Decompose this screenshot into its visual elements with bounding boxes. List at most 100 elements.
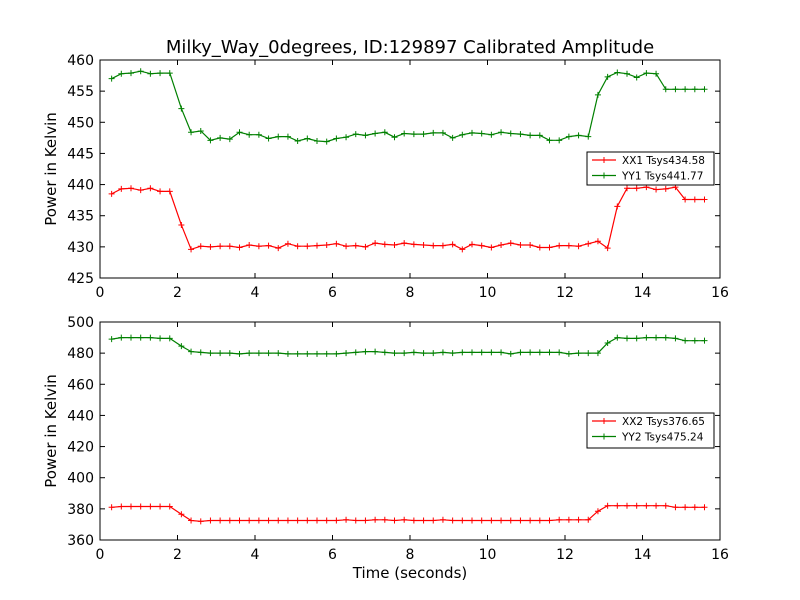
data-point-marker (166, 335, 173, 342)
data-point-marker (188, 348, 195, 355)
data-point-marker (333, 135, 340, 142)
data-point-marker (614, 69, 621, 76)
data-point-marker (265, 517, 272, 524)
data-point-marker (517, 349, 524, 356)
data-point-marker (633, 185, 640, 192)
data-point-marker (449, 517, 456, 524)
data-point-marker (178, 222, 185, 229)
data-point-marker (507, 130, 514, 137)
data-point-marker (246, 350, 253, 357)
legend-marker (601, 418, 607, 424)
data-point-marker (439, 349, 446, 356)
data-point-marker (246, 131, 253, 138)
data-point-marker (556, 516, 563, 523)
data-point-marker (147, 70, 154, 77)
data-point-marker (275, 517, 282, 524)
x-axis-label: Time (seconds) (352, 564, 468, 582)
data-point-marker (478, 242, 485, 249)
data-point-marker (594, 91, 601, 98)
data-point-marker (362, 517, 369, 524)
x-tick-label: 14 (634, 285, 652, 301)
plot-frame (99, 321, 721, 541)
data-point-marker (323, 350, 330, 357)
data-point-marker (565, 350, 572, 357)
data-point-marker (108, 336, 115, 343)
data-point-marker (633, 74, 640, 81)
data-point-marker (275, 245, 282, 252)
data-point-marker (546, 349, 553, 356)
y-tick-label: 460 (67, 377, 94, 393)
data-point-marker (207, 243, 214, 250)
data-point-marker (527, 517, 534, 524)
data-point-marker (594, 508, 601, 515)
data-point-marker (459, 131, 466, 138)
data-point-marker (682, 504, 689, 511)
data-point-marker (653, 502, 660, 509)
data-point-marker (691, 86, 698, 93)
data-point-marker (469, 241, 475, 248)
data-point-marker (624, 335, 630, 342)
x-tick-label: 6 (328, 547, 337, 563)
y-tick-label: 425 (67, 271, 94, 287)
data-point-marker (643, 334, 650, 341)
data-point-marker (304, 350, 311, 357)
data-point-marker (323, 241, 330, 248)
data-point-marker (226, 243, 233, 250)
data-point-marker (469, 129, 475, 136)
data-point-marker (585, 133, 592, 140)
data-point-marker (294, 350, 301, 357)
x-tick-label: 10 (479, 547, 497, 563)
data-point-marker (653, 186, 660, 193)
data-point-marker (662, 334, 669, 341)
data-point-marker (275, 350, 282, 357)
data-point-marker (653, 334, 660, 341)
data-point-marker (469, 517, 475, 524)
data-point-marker (188, 517, 195, 524)
plot-frame (99, 59, 721, 279)
data-point-marker (304, 243, 311, 250)
data-point-marker (333, 517, 340, 524)
data-point-marker (391, 350, 398, 357)
data-point-marker (236, 244, 243, 251)
data-point-marker (166, 188, 173, 195)
y-tick-label: 455 (67, 84, 94, 100)
data-point-marker (643, 70, 650, 77)
data-point-marker (701, 504, 708, 511)
data-point-marker (410, 131, 417, 138)
legend-box (586, 412, 715, 449)
data-point-marker (556, 242, 563, 249)
data-point-marker (672, 86, 679, 93)
data-point-marker (236, 129, 243, 136)
data-point-marker (255, 131, 262, 138)
data-point-marker (304, 135, 311, 142)
data-point-marker (536, 244, 543, 251)
data-point-marker (643, 502, 650, 509)
data-point-marker (401, 516, 408, 523)
data-point-marker (118, 334, 125, 341)
top-plot-axes: 0 2 4 6 8 10 12 14 16 425 430 435 440 445 450 455 460 Pow… (42, 53, 729, 301)
data-point-marker (682, 86, 689, 93)
data-point-marker (236, 517, 243, 524)
data-point-marker (217, 517, 224, 524)
data-point-marker (527, 132, 534, 139)
data-point-marker (391, 241, 398, 248)
data-point-marker (137, 68, 144, 75)
data-point-marker (604, 245, 611, 252)
x-tick-label: 14 (634, 547, 652, 563)
data-point-marker (420, 241, 427, 248)
data-point-marker (178, 105, 185, 112)
figure-title: Milky_Way_0degrees, ID:129897 Calibrated… (166, 37, 654, 58)
data-point-marker (633, 335, 640, 342)
data-point-marker (284, 517, 291, 524)
data-point-marker (314, 350, 320, 357)
data-point-marker (565, 242, 572, 249)
data-point-marker (701, 86, 708, 93)
data-point-marker (226, 136, 233, 143)
data-point-marker (255, 517, 262, 524)
data-point-marker (118, 70, 125, 77)
data-point-marker (517, 517, 524, 524)
data-point-marker (401, 130, 408, 137)
data-point-marker (507, 517, 514, 524)
data-point-marker (352, 131, 359, 138)
data-point-marker (682, 196, 689, 203)
